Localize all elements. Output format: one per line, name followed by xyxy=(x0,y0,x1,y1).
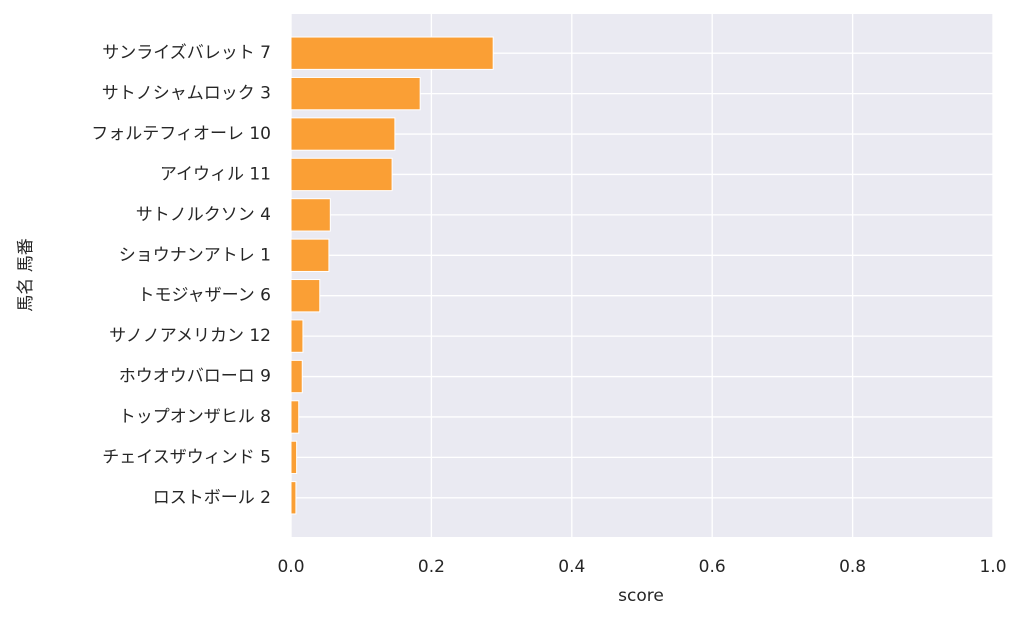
bar xyxy=(290,279,321,313)
y-axis-label: 馬名 馬番 xyxy=(16,238,36,311)
y-tick-label: トップオンザヒル 8 xyxy=(119,407,271,427)
bar xyxy=(290,319,304,353)
y-tick-label: サノノアメリカン 12 xyxy=(109,326,271,346)
bar xyxy=(290,117,396,151)
bar xyxy=(290,36,494,70)
x-tick-label: 0.4 xyxy=(558,557,585,577)
x-tick-label: 1.0 xyxy=(979,557,1006,577)
y-tick-label: チェイスザウィンド 5 xyxy=(102,447,271,467)
bar xyxy=(290,76,421,111)
x-tick-label: 0.0 xyxy=(277,557,304,577)
bar xyxy=(290,481,297,515)
y-tick-label: ショウナンアトレ 1 xyxy=(119,245,271,265)
bar xyxy=(290,400,300,434)
bar xyxy=(290,157,393,192)
y-tick-label: ロストボール 2 xyxy=(153,488,271,508)
x-axis-label: score xyxy=(618,586,664,606)
y-tick-label: アイウィル 11 xyxy=(160,164,271,184)
bar xyxy=(290,359,303,394)
y-tick-label: サトノルクソン 4 xyxy=(136,205,271,225)
bar xyxy=(290,238,330,272)
y-tick-label: サンライズバレット 7 xyxy=(102,43,271,63)
x-tick-label: 0.6 xyxy=(699,557,726,577)
y-tick-label: サトノシャムロック 3 xyxy=(102,84,271,104)
bar xyxy=(290,198,331,232)
x-tick-label: 0.8 xyxy=(839,557,866,577)
y-tick-label: フォルテフィオーレ 10 xyxy=(91,124,271,144)
y-tick-label: トモジャザーン 6 xyxy=(137,286,271,306)
y-tick-label: ホウオウバローロ 9 xyxy=(119,367,271,387)
bar xyxy=(290,440,298,475)
x-tick-label: 0.2 xyxy=(418,557,445,577)
